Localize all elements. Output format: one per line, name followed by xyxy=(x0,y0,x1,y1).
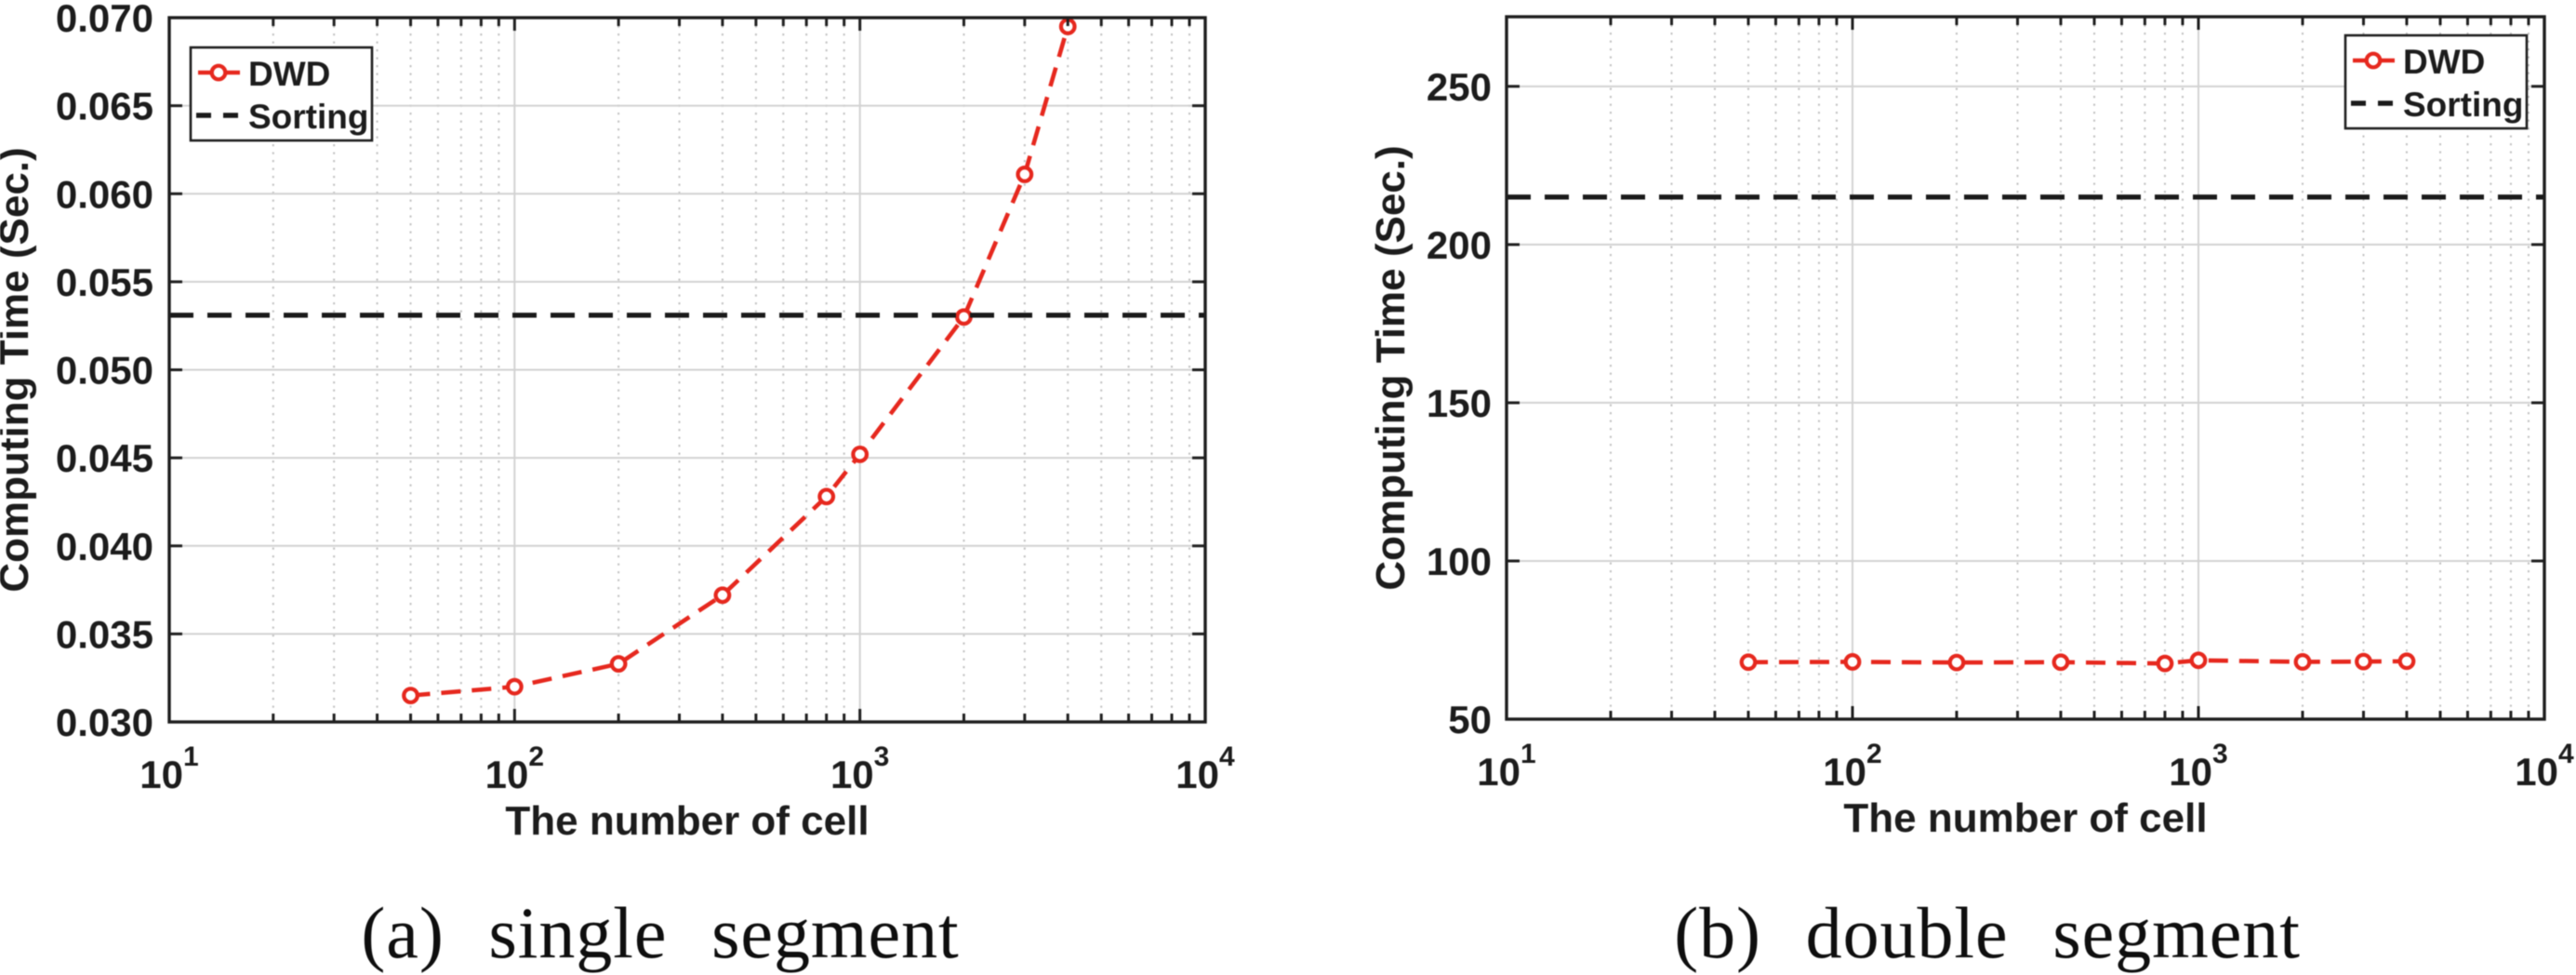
dwd-marker xyxy=(2397,652,2416,671)
dwd-marker xyxy=(817,488,836,506)
dwd-marker xyxy=(2293,653,2312,671)
y-tick-label: 0.065 xyxy=(56,85,153,128)
y-tick-label: 0.040 xyxy=(56,525,153,568)
x-tick-label: 101 xyxy=(1477,739,1535,794)
y-tick-label: 0.030 xyxy=(56,701,153,744)
y-axis-label: Computing Time (Sec.) xyxy=(0,147,37,592)
dwd-line xyxy=(410,25,1070,698)
chart-panel-a: 0.030 0.035 0.040 0.045 0.050 0.055 0.060 0.065… xyxy=(0,0,1235,844)
caption-panel-a: (a) single segment xyxy=(361,892,960,973)
plot-box xyxy=(1505,15,2546,721)
x-tick-label: 103 xyxy=(2169,739,2227,794)
dwd-marker xyxy=(955,308,973,327)
chart-panel-b: 50 100 150 200 250 101 102 103 104 The number of … xyxy=(1368,15,2574,841)
dwd-marker xyxy=(1739,653,1758,672)
y-axis-label: Computing Time (Sec.) xyxy=(1368,145,1414,590)
dwd-marker xyxy=(2156,654,2174,673)
y-tick-label: 100 xyxy=(1427,540,1492,583)
x-tick-label: 101 xyxy=(139,741,198,796)
legend-box xyxy=(2344,33,2529,130)
x-tick-label: 102 xyxy=(1823,739,1881,794)
x-axis-label: The number of cell xyxy=(1843,795,2207,841)
y-tick-label: 0.060 xyxy=(56,172,153,216)
y-tick-label: 0.055 xyxy=(56,260,153,304)
caption-panel-b: (b) double segment xyxy=(1674,892,2301,973)
x-tick-label: 102 xyxy=(485,741,544,796)
dwd-marker xyxy=(1016,166,1034,183)
x-tick-label: 104 xyxy=(1175,741,1235,796)
dwd-marker xyxy=(713,586,732,605)
x-tick-label: 104 xyxy=(2515,739,2574,794)
x-axis-label: The number of cell xyxy=(505,798,869,844)
legend: DWD Sorting xyxy=(189,46,374,142)
legend: DWD Sorting xyxy=(2344,33,2529,130)
legend-box xyxy=(189,46,374,142)
dwd-marker xyxy=(505,677,524,696)
dwd-marker xyxy=(1843,653,1862,671)
legend-sorting-label: Sorting xyxy=(2403,86,2523,124)
y-tick-label: 0.045 xyxy=(56,436,153,480)
x-tick-label: 103 xyxy=(830,741,889,796)
legend-dwd-marker xyxy=(2364,51,2383,70)
dwd-marker xyxy=(402,687,419,705)
y-tick-label: 250 xyxy=(1427,65,1492,109)
y-tick-label: 0.070 xyxy=(56,0,153,40)
y-tick-label: 0.035 xyxy=(56,612,153,656)
dwd-marker xyxy=(2189,651,2208,670)
y-tick-label: 0.050 xyxy=(56,349,153,393)
dwd-marker xyxy=(609,655,628,673)
legend-dwd-label: DWD xyxy=(2403,43,2485,81)
legend-dwd-label: DWD xyxy=(248,55,330,93)
y-tick-label: 150 xyxy=(1427,381,1492,425)
dwd-marker xyxy=(851,445,870,463)
legend-sorting-label: Sorting xyxy=(248,98,368,136)
dwd-marker xyxy=(1947,653,1966,672)
y-tick-label: 50 xyxy=(1448,698,1492,741)
legend-dwd-marker xyxy=(209,63,228,82)
y-tick-label: 200 xyxy=(1427,223,1492,267)
dwd-marker xyxy=(2052,653,2070,672)
dwd-marker xyxy=(2355,652,2372,671)
